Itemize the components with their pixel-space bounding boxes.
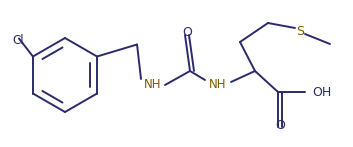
Text: O: O — [275, 119, 285, 132]
Text: NH: NH — [144, 77, 162, 91]
Text: NH: NH — [209, 77, 227, 91]
Text: Cl: Cl — [12, 34, 24, 46]
Text: OH: OH — [312, 86, 331, 98]
Text: O: O — [182, 26, 192, 39]
Text: S: S — [296, 25, 304, 37]
